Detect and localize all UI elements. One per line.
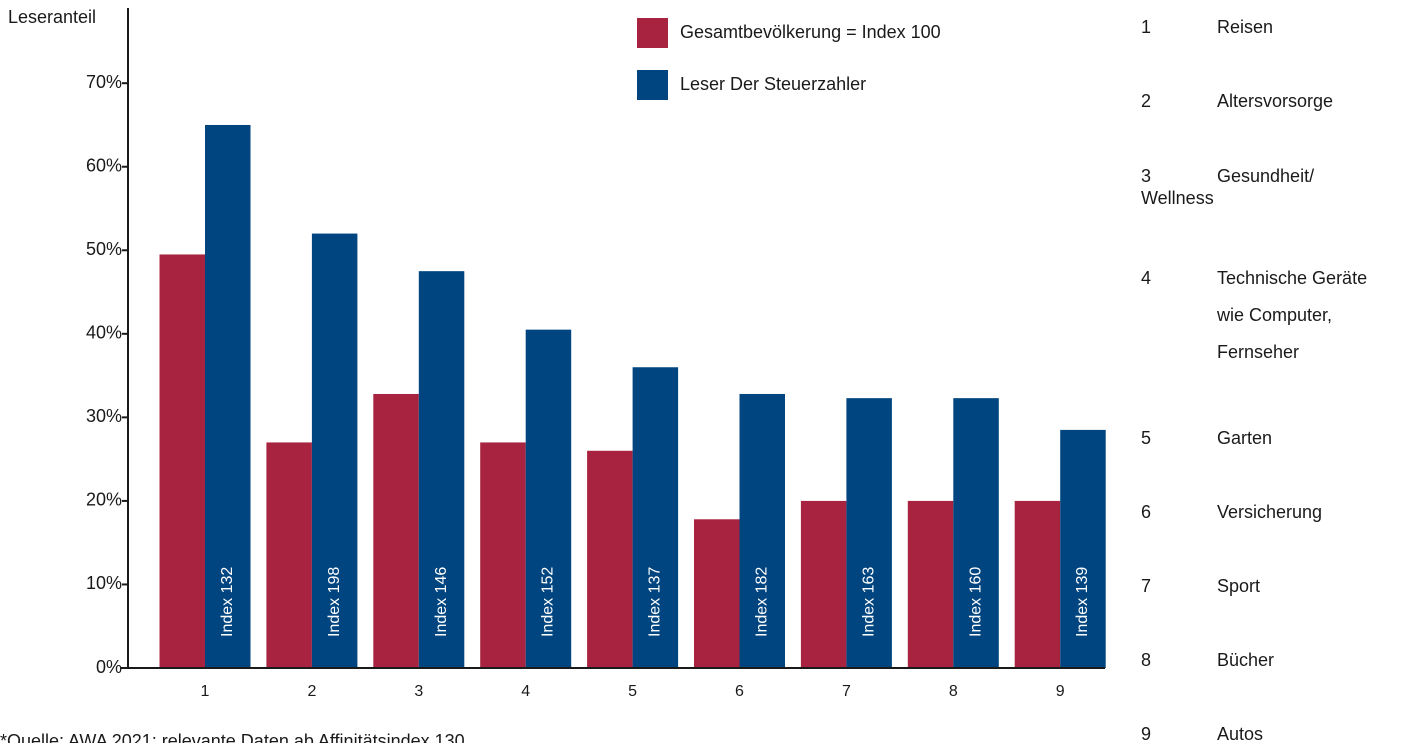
- key-number: 7: [1141, 576, 1151, 596]
- y-tick-label: 10%: [86, 573, 122, 593]
- legend-label: Leser Der Steuerzahler: [680, 74, 866, 94]
- x-tick-label: 4: [521, 683, 530, 700]
- bar-annotation: Index 132: [219, 567, 236, 637]
- key-number: 6: [1141, 502, 1151, 522]
- key-label: wie Computer,: [1216, 305, 1332, 325]
- key-label: Bücher: [1217, 650, 1274, 670]
- bar: [632, 367, 679, 668]
- bar: [953, 398, 999, 668]
- y-tick-label: 50%: [86, 239, 122, 259]
- key-label: Autos: [1217, 724, 1263, 743]
- y-tick-label: 0%: [96, 657, 122, 677]
- x-tick-label: 5: [628, 683, 637, 700]
- y-tick-label: 70%: [86, 72, 122, 92]
- bar-annotation: Index 146: [433, 567, 450, 637]
- key-number: 5: [1141, 428, 1151, 448]
- y-tick-label: 60%: [86, 155, 122, 175]
- key-number: 1: [1141, 17, 1151, 37]
- bar: [373, 393, 419, 668]
- x-tick-label: 6: [735, 683, 744, 700]
- bar-annotation: Index 137: [647, 567, 664, 637]
- bar: [205, 124, 251, 668]
- key-number: 9: [1141, 724, 1151, 743]
- key-label: Sport: [1217, 576, 1260, 596]
- bar-annotation: Index 160: [967, 567, 984, 637]
- y-tick-label: 20%: [86, 490, 122, 510]
- bar: [311, 233, 358, 668]
- bar: [1014, 500, 1061, 668]
- bar: [1060, 429, 1106, 668]
- key-label: Altersvorsorge: [1217, 91, 1333, 111]
- x-tick-label: 9: [1056, 683, 1065, 700]
- key-label: Fernseher: [1217, 342, 1299, 362]
- legend-swatch: [637, 18, 668, 48]
- bar-annotation: Index 139: [1074, 567, 1091, 637]
- bar: [418, 271, 465, 668]
- key-label: Wellness: [1141, 188, 1214, 208]
- y-tick-label: 30%: [86, 406, 122, 426]
- bar: [800, 500, 847, 668]
- x-tick-label: 8: [949, 683, 958, 700]
- key-label: Technische Geräte: [1217, 268, 1367, 288]
- x-tick-label: 1: [201, 683, 210, 700]
- y-tick-label: 40%: [86, 323, 122, 343]
- bar-annotation: Index 163: [860, 567, 877, 637]
- bar: [587, 450, 633, 668]
- footnote: *Quelle: AWA 2021; relevante Daten ab Af…: [0, 731, 465, 743]
- bar: [266, 442, 312, 668]
- key-number: 3: [1141, 166, 1151, 186]
- legend-swatch: [637, 70, 668, 100]
- key-number: 8: [1141, 650, 1151, 670]
- bar: [480, 442, 526, 668]
- bar-annotation: Index 182: [753, 567, 770, 637]
- key-label: Reisen: [1217, 17, 1273, 37]
- y-axis-label: Leseranteil: [8, 7, 96, 27]
- key-label: Gesundheit/: [1217, 166, 1314, 186]
- x-tick-label: 2: [307, 683, 316, 700]
- bar: [694, 519, 740, 668]
- bar: [846, 398, 892, 668]
- bar: [159, 254, 205, 669]
- key-number: 2: [1141, 91, 1151, 111]
- x-tick-label: 7: [842, 683, 851, 700]
- bar: [739, 393, 785, 668]
- key-label: Versicherung: [1217, 502, 1322, 522]
- x-tick-label: 3: [414, 683, 423, 700]
- bar-annotation: Index 198: [326, 567, 343, 637]
- key-number: 4: [1141, 268, 1151, 288]
- legend-label: Gesamtbevölkerung = Index 100: [680, 22, 941, 42]
- bar: [907, 500, 954, 668]
- key-label: Garten: [1217, 428, 1272, 448]
- bar-annotation: Index 152: [540, 567, 557, 637]
- bar: [525, 329, 572, 668]
